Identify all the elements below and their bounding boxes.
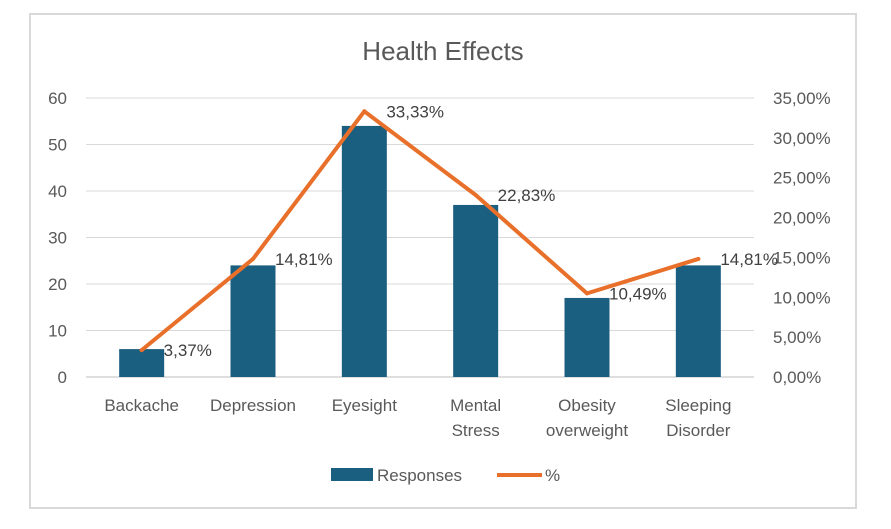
legend-label-responses: Responses (377, 466, 462, 485)
data-label: 22,83% (498, 186, 556, 205)
x-tick-label: Eyesight (332, 396, 397, 415)
legend[interactable]: Responses% (331, 466, 560, 485)
bar (119, 349, 165, 377)
y-left-tick-label: 0 (58, 368, 67, 387)
line-point (139, 348, 144, 353)
bar-series-responses (119, 125, 721, 378)
x-tick-label: overweight (546, 421, 628, 440)
chart-title: Health Effects (362, 36, 523, 66)
line-point (362, 109, 367, 114)
data-label: 14,81% (720, 250, 778, 269)
x-tick-label: Stress (452, 421, 500, 440)
y-right-tick-label: 5,00% (773, 328, 821, 347)
line-path (139, 109, 701, 353)
x-tick-label: Obesity (558, 396, 616, 415)
data-label: 3,37% (164, 341, 212, 360)
line-point (473, 193, 478, 198)
x-tick-label: Mental (450, 396, 501, 415)
y-left-tick-label: 20 (48, 275, 67, 294)
y-axis-right: 0,00% 5,00% 10,00% 15,00% 20,00% 25,00% 30,00%… (773, 89, 831, 387)
bar (230, 265, 276, 377)
y-left-tick-label: 50 (48, 136, 67, 155)
y-right-tick-label: 30,00% (773, 129, 831, 148)
bar (675, 265, 721, 377)
legend-swatch-responses (331, 468, 373, 481)
y-axis-left: 0 10 20 30 40 50 60 (48, 89, 67, 387)
y-right-tick-label: 25,00% (773, 169, 831, 188)
y-right-tick-label: 0,00% (773, 368, 821, 387)
chart-frame (29, 13, 857, 509)
y-left-tick-label: 10 (48, 322, 67, 341)
bar (341, 125, 387, 378)
y-right-tick-label: 15,00% (773, 248, 831, 267)
y-right-tick-label: 20,00% (773, 209, 831, 228)
x-tick-label: Depression (210, 396, 296, 415)
y-left-tick-label: 40 (48, 182, 67, 201)
data-label: 33,33% (386, 102, 444, 121)
line-point (585, 291, 589, 296)
gridlines (86, 97, 754, 378)
data-labels: 3,37% 14,81% 33,33% 22,83% 10,49% 14,81% (164, 102, 778, 360)
y-right-tick-label: 10,00% (773, 288, 831, 307)
y-left-tick-label: 30 (48, 229, 67, 248)
y-left-tick-label: 60 (48, 89, 67, 108)
x-axis: Backache Depression Eyesight Mental Stress Ob… (104, 396, 731, 440)
data-label: 10,49% (609, 284, 667, 303)
legend-label-percent: % (545, 466, 560, 485)
bar (453, 204, 499, 377)
line-point (696, 256, 701, 261)
line-series-percent (139, 109, 701, 353)
bar (564, 297, 610, 377)
x-tick-label: Backache (104, 396, 179, 415)
data-label: 14,81% (275, 250, 333, 269)
y-right-tick-label: 35,00% (773, 89, 831, 108)
line-point (251, 256, 255, 261)
x-tick-label: Sleeping (665, 396, 731, 415)
x-tick-label: Disorder (666, 421, 731, 440)
